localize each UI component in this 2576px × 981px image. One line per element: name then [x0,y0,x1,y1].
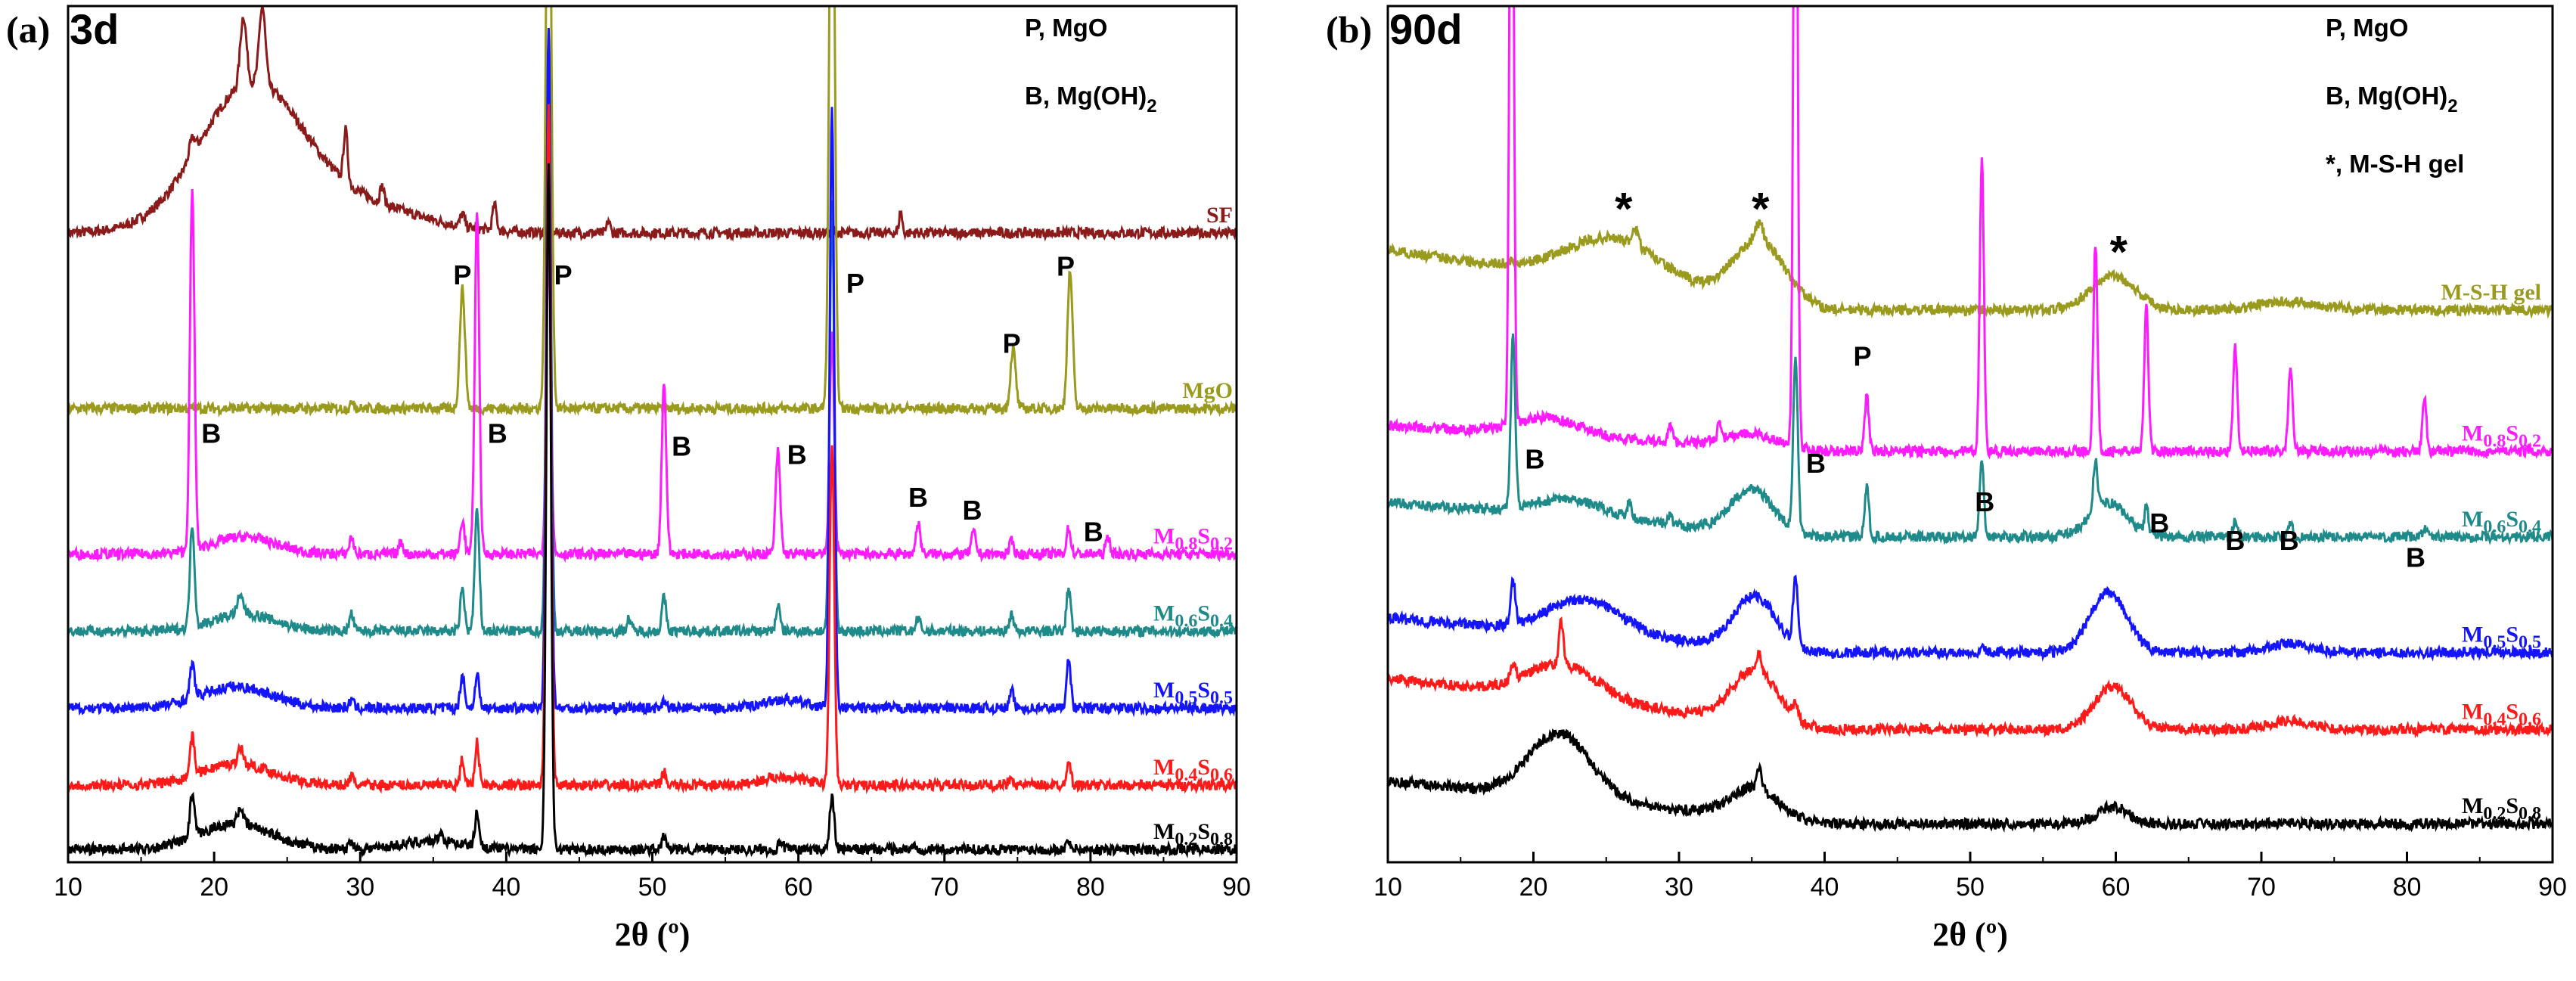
x-tick-label: 50 [638,873,667,902]
x-tick-label: 60 [784,873,813,902]
legend-entry: B, Mg(OH)2 [2326,82,2458,116]
panel-letter: (b) [1326,8,1372,51]
x-tick-label: 90 [1222,873,1251,902]
series-label: M0.5S0.5 [1153,678,1233,708]
series-label: M0.2S0.8 [2462,793,2541,824]
x-tick-label: 50 [1956,873,1985,902]
annotation-B: B [488,418,507,449]
x-tick-label: 10 [54,873,82,902]
panel-age: 90d [1389,5,1463,53]
annotation-P: P [1057,251,1075,282]
legend-entry: P, MgO [2326,14,2408,42]
annotation-P: P [1003,328,1021,359]
annotation-P: P [554,259,573,290]
legend-entry: P, MgO [1025,14,1107,42]
panel-a: SF MgO M0.8S0.2 M0.6S0.4 M0.5S0.5 M0.4S0.6 M0.… [6,5,1251,953]
legend-entry: *, M-S-H gel [2326,150,2464,178]
annotation-msh-star: * [1752,184,1770,234]
series-label: M0.6S0.4 [1153,601,1233,631]
series-label: M0.6S0.4 [2462,507,2541,537]
x-tick-label: 20 [200,873,228,902]
x-tick-label: 90 [2538,873,2567,902]
annotation-B: B [2149,508,2169,539]
series-line-M0-4S0-6 [68,104,1237,795]
annotation-B: B [1084,517,1103,548]
x-tick-label: 30 [1665,873,1693,902]
series-label: M0.4S0.6 [1153,755,1233,785]
annotation-P: P [1854,340,1872,371]
series-line-M0-8S0-2 [1388,6,2553,461]
series-label: MgO [1182,378,1233,403]
annotation-msh-star: * [1615,184,1633,234]
series-label: M0.2S0.8 [1153,819,1233,849]
annotation-B: B [2280,525,2299,556]
series-line-M0-8S0-2 [68,188,1237,563]
annotation-B: B [962,495,982,526]
annotation-B: B [1806,448,1826,479]
x-tick-label: 70 [930,873,959,902]
x-tick-label: 70 [2247,873,2276,902]
annotation-B: B [787,439,807,470]
series-label: SF [1206,203,1233,228]
x-tick-label: 20 [1519,873,1548,902]
series-line-M0-2S0-8 [68,163,1237,859]
annotation-B: B [908,482,928,513]
series-line-SF [68,6,1237,242]
annotation-B: B [201,418,221,449]
x-tick-label: 30 [346,873,374,902]
x-axis-label: 2θ (º) [615,916,691,953]
series-label: M0.4S0.6 [2462,700,2541,730]
series-line-M0-2S0-8 [1388,728,2553,833]
annotation-B: B [2406,542,2425,573]
panel-b: M-S-H gel M0.8S0.2 M0.6S0.4 M0.5S0.5 M0.4S0.… [1326,5,2567,953]
plot-frame [67,5,1238,864]
x-tick-label: 40 [492,873,520,902]
annotation-B: B [1975,486,1994,517]
x-tick-label: 10 [1373,873,1402,902]
annotation-msh-star: * [2110,226,2128,277]
legend-entry: B, Mg(OH)2 [1025,82,1157,116]
series-line-MgO [68,6,1237,418]
annotation-B: B [1525,443,1544,474]
x-tick-label: 80 [1076,873,1105,902]
x-tick-label: 80 [2393,873,2422,902]
annotation-P: P [453,259,471,290]
series-line-M0-5S0-5 [1388,574,2553,662]
annotation-B: B [672,430,691,461]
annotation-P: P [846,268,864,299]
series-label: M0.8S0.2 [2462,421,2541,452]
series-line-M-S-H-gel [1388,219,2553,319]
series-line-M0-5S0-5 [68,27,1237,718]
annotation-B: B [2225,525,2245,556]
panel-age: 3d [70,5,119,53]
series-line-M0-6S0-4 [1388,334,2553,546]
series-line-M0-4S0-6 [1388,616,2553,739]
x-axis-label: 2θ (º) [1932,916,2008,953]
series-label: M0.5S0.5 [2462,622,2541,653]
x-tick-label: 40 [1811,873,1839,902]
series-label: M0.8S0.2 [1153,523,1233,554]
series-label: M-S-H gel [2441,280,2541,305]
series-line-M0-6S0-4 [68,34,1237,641]
x-tick-label: 60 [2102,873,2131,902]
panel-letter: (a) [6,8,50,51]
